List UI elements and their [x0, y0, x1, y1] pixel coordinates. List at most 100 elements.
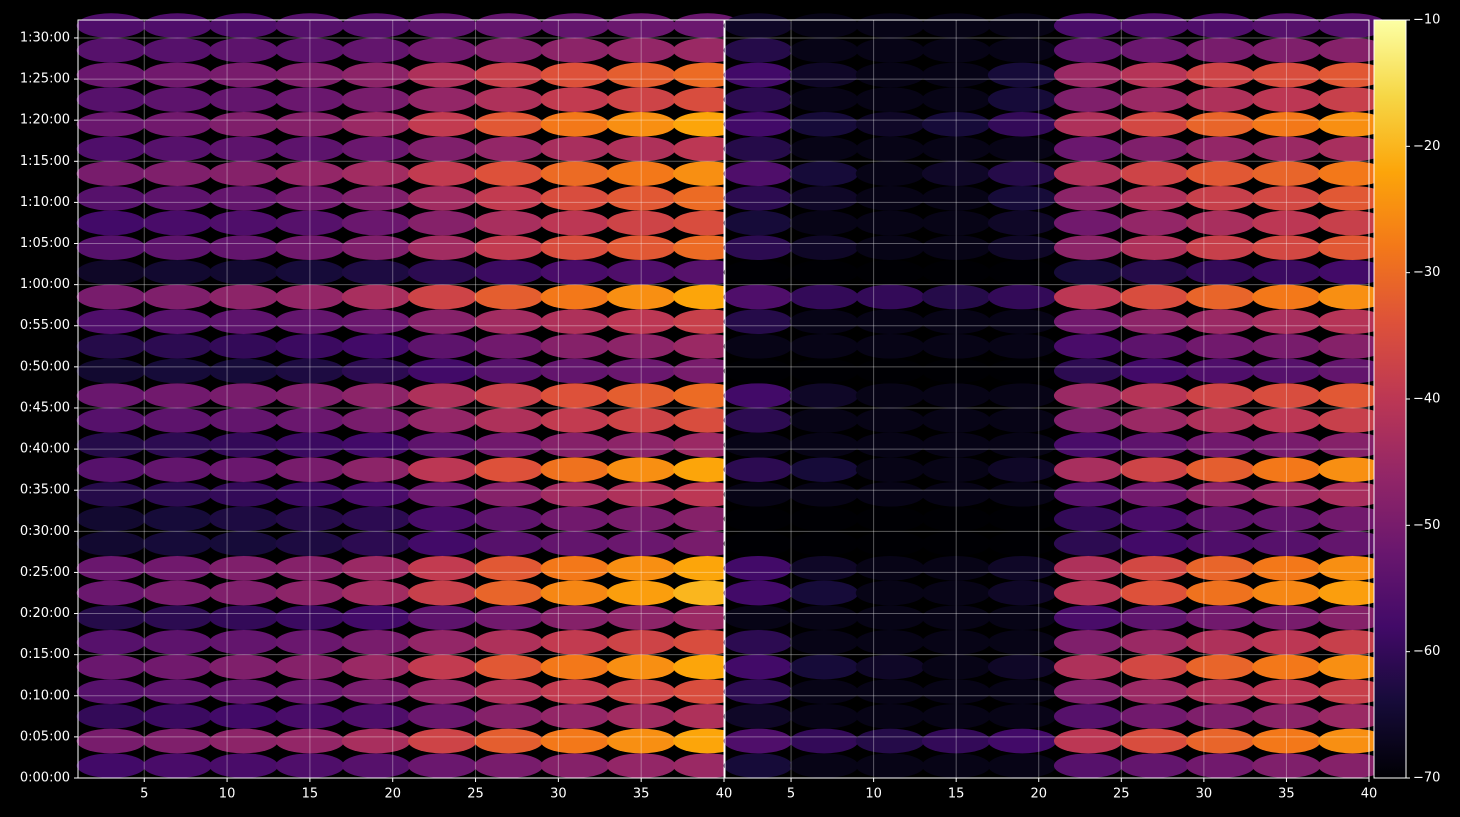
- heat-cell: [341, 679, 411, 704]
- heat-cell: [789, 309, 859, 334]
- heat-cell: [142, 37, 212, 63]
- heat-cell: [606, 580, 676, 606]
- heat-cell: [1318, 555, 1387, 581]
- heat-cell: [341, 407, 411, 433]
- heat-cell: [209, 654, 279, 680]
- heat-cell: [789, 481, 859, 507]
- y-tick-label: 0:15:00: [20, 647, 70, 662]
- heat-cell: [1252, 679, 1321, 704]
- heat-cell: [275, 136, 345, 162]
- heat-cell: [1186, 87, 1255, 112]
- heat-cell: [540, 654, 610, 680]
- heat-cell: [275, 333, 345, 359]
- heat-cell: [606, 309, 676, 334]
- heat-cell: [855, 457, 925, 482]
- heat-cell: [855, 580, 925, 606]
- heat-cell: [142, 407, 212, 433]
- heat-cell: [540, 37, 610, 63]
- heat-cell: [987, 185, 1057, 211]
- heat-cell: [474, 161, 544, 186]
- heat-cell: [1186, 703, 1255, 729]
- heat-cell: [76, 210, 146, 236]
- heat-cell: [275, 87, 345, 112]
- heat-cell: [987, 358, 1057, 384]
- x-tick-label: 10: [865, 787, 882, 802]
- heat-cell: [341, 457, 411, 482]
- heat-cell: [209, 259, 279, 285]
- heat-cell: [1119, 383, 1189, 408]
- heat-cell: [723, 333, 793, 359]
- heat-cell: [789, 37, 859, 63]
- y-tick-label: 0:25:00: [20, 565, 70, 580]
- heat-cell: [1252, 284, 1321, 310]
- heat-cell: [921, 703, 991, 729]
- heat-cell: [1053, 37, 1123, 63]
- heat-cell: [275, 407, 345, 433]
- heat-cell: [275, 210, 345, 236]
- heat-cell: [341, 284, 411, 310]
- heat-cell: [723, 383, 793, 408]
- heat-cell: [1252, 580, 1321, 606]
- heat-cell: [1252, 481, 1321, 507]
- heat-cell: [855, 111, 925, 137]
- heat-cell: [76, 37, 146, 63]
- heat-cell: [540, 13, 610, 38]
- heat-cell: [1186, 629, 1255, 655]
- heat-cell: [789, 580, 859, 606]
- heat-cell: [1053, 62, 1123, 88]
- heat-cell: [209, 383, 279, 408]
- heat-cell: [789, 703, 859, 729]
- heat-cell: [540, 383, 610, 408]
- heat-cell: [1252, 555, 1321, 581]
- heat-cell: [540, 432, 610, 458]
- heat-cell: [789, 235, 859, 260]
- heat-cell: [341, 309, 411, 334]
- heat-cell: [142, 555, 212, 581]
- x-tick-label: 20: [1030, 787, 1047, 802]
- heat-cell: [855, 309, 925, 334]
- heat-cell: [341, 728, 411, 754]
- heat-cell: [474, 605, 544, 630]
- heat-cell: [723, 284, 793, 310]
- heat-cell: [540, 629, 610, 655]
- heat-cell: [1119, 111, 1189, 137]
- heat-cell: [789, 531, 859, 556]
- heat-cell: [855, 87, 925, 112]
- heat-cell: [723, 605, 793, 630]
- heat-cell: [1053, 235, 1123, 260]
- heat-cell: [209, 62, 279, 88]
- heat-cell: [407, 284, 477, 310]
- heat-cell: [1252, 383, 1321, 408]
- heat-cell: [921, 62, 991, 88]
- heat-cell: [341, 37, 411, 63]
- heat-cell: [1186, 259, 1255, 285]
- heat-cell: [540, 506, 610, 532]
- heat-cell: [76, 728, 146, 754]
- heat-cell: [1053, 506, 1123, 532]
- colorbar: [1373, 19, 1407, 779]
- heat-cell: [275, 728, 345, 754]
- heat-cell: [76, 654, 146, 680]
- heat-cell: [341, 531, 411, 556]
- heat-cell: [1318, 629, 1387, 655]
- heat-cell: [606, 481, 676, 507]
- x-tick-label: 35: [633, 787, 650, 802]
- heat-cell: [1186, 383, 1255, 408]
- heat-cell: [275, 753, 345, 778]
- x-tick-label: 40: [1361, 787, 1378, 802]
- heat-cell: [275, 383, 345, 408]
- heat-cell: [1252, 654, 1321, 680]
- heat-cell: [921, 284, 991, 310]
- heat-cell: [789, 87, 859, 112]
- heat-cell: [142, 235, 212, 260]
- heat-cell: [606, 629, 676, 655]
- heat-cell: [606, 654, 676, 680]
- heat-cell: [209, 13, 279, 38]
- heat-cell: [76, 62, 146, 88]
- heat-cell: [987, 654, 1057, 680]
- heat-cell: [723, 136, 793, 162]
- heat-cell: [341, 703, 411, 729]
- heat-cell: [1053, 481, 1123, 507]
- heat-cell: [209, 753, 279, 778]
